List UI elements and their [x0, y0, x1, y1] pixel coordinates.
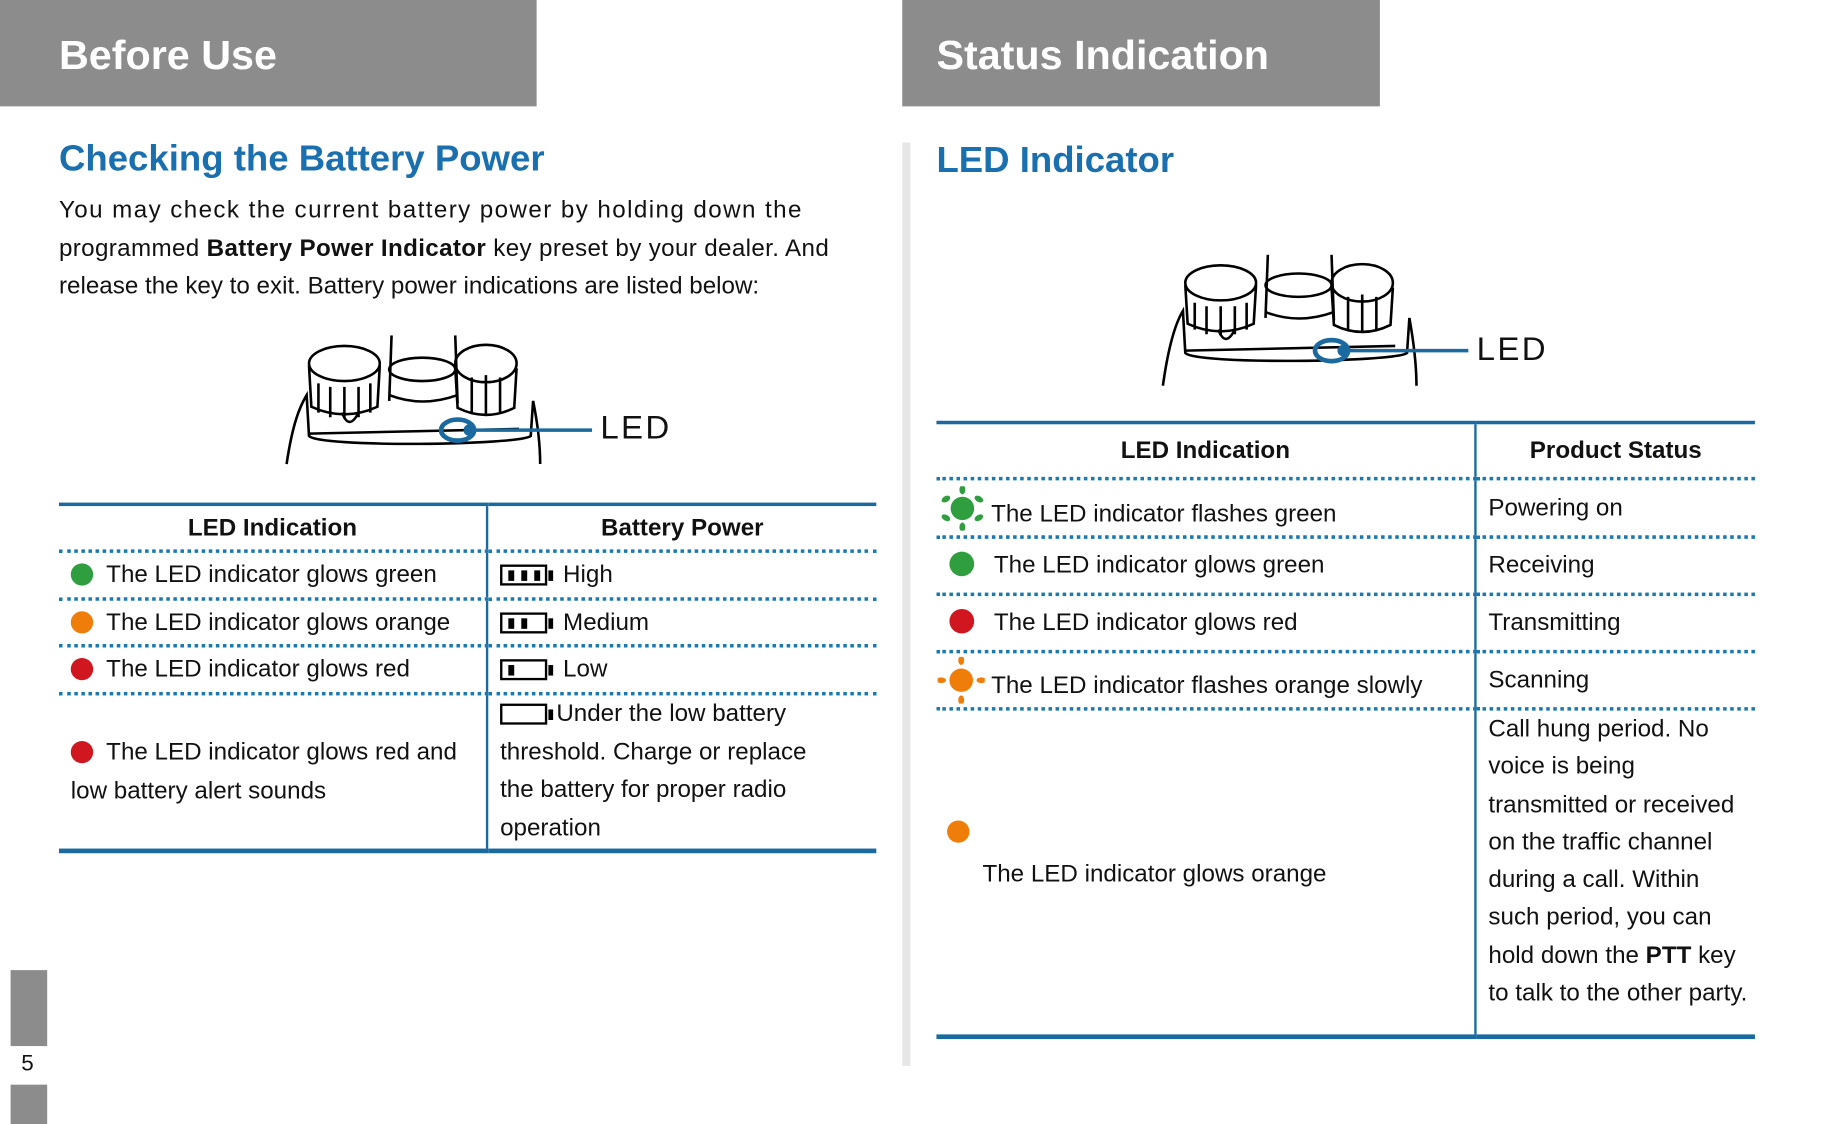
led-indication: The LED indicator glows green — [993, 551, 1325, 579]
battery-key-name: Battery Power Indicator — [206, 234, 487, 262]
para-text: programmed — [58, 234, 207, 262]
column-header: LED Indication — [58, 502, 488, 553]
table-row: The LED indicator glows orange Call hung… — [936, 708, 1755, 1039]
battery-low-icon — [500, 659, 554, 681]
para-text: key preset by your dealer. And — [486, 234, 830, 262]
red-dot-icon — [70, 741, 94, 764]
battery-power: Medium — [563, 608, 650, 636]
battery-empty-icon — [500, 703, 554, 725]
para-line: release the key to exit. Battery power i… — [58, 272, 760, 300]
radio-top-illustration — [285, 335, 593, 465]
para-line: You may check the current battery power … — [58, 196, 803, 224]
green-dot-icon — [70, 563, 94, 586]
table-row: The LED indicator flashes green Powering… — [936, 478, 1755, 539]
page-title-battery: Checking the Battery Power — [58, 137, 545, 179]
battery-medium-icon — [500, 611, 554, 633]
led-indication: The LED indicator flashes orange slowly — [991, 672, 1423, 699]
led-indication: The LED indicator flashes green — [991, 499, 1337, 527]
led-indication: The LED indicator glows red and low batt… — [70, 738, 457, 805]
page-divider — [902, 142, 911, 1066]
product-status: Transmitting — [1474, 594, 1755, 654]
section-header-before-use: Before Use — [0, 0, 537, 107]
column-header: Battery Power — [485, 502, 877, 553]
red-dot-icon — [949, 608, 975, 634]
led-status-table: LED Indication Product Status The LED in… — [936, 420, 1755, 1039]
status-text: key to talk to the other party. — [1488, 941, 1748, 1007]
para-line: programmed Battery Power Indicator key p… — [59, 230, 876, 268]
flashing-orange-led-icon — [936, 655, 986, 705]
led-callout-label: LED — [600, 409, 672, 446]
product-status: Scanning — [1474, 651, 1755, 711]
led-indication: The LED indicator glows orange — [982, 860, 1327, 888]
battery-power-table: LED Indication Battery Power The LED ind… — [58, 502, 877, 853]
intro-paragraph: You may check the current battery power … — [59, 192, 876, 306]
table-row: The LED indicator glows orange Medium — [58, 599, 877, 648]
table-row: The LED indicator glows green Receiving — [936, 537, 1755, 597]
battery-power: High — [563, 561, 613, 588]
product-status: Call hung period. No voice is being tran… — [1474, 708, 1755, 1039]
table-row: The LED indicator flashes orange slowly … — [936, 651, 1755, 711]
page-title-led: LED Indicator — [936, 139, 1175, 180]
table-row: The LED indicator glows green High — [58, 551, 877, 601]
green-dot-icon — [949, 551, 975, 577]
table-header-row: LED Indication Battery Power — [58, 502, 877, 553]
battery-high-icon — [500, 564, 554, 586]
column-header: LED Indication — [936, 420, 1476, 481]
table-header-row: LED Indication Product Status — [936, 420, 1755, 481]
page-number: 5 — [21, 1051, 34, 1077]
page-tab-marker — [10, 1084, 48, 1124]
table-row: The LED indicator glows red Transmitting — [936, 594, 1755, 654]
flashing-green-led-icon — [941, 484, 984, 532]
led-indication: The LED indicator glows red — [993, 608, 1298, 636]
battery-power: Low — [563, 655, 608, 683]
radio-top-illustration — [1161, 254, 1469, 386]
status-text: Call hung period. No voice is being tran… — [1488, 715, 1735, 969]
led-callout-label: LED — [1476, 330, 1548, 368]
battery-power: Under the low battery threshold. Charge … — [500, 700, 807, 842]
orange-dot-icon — [70, 610, 94, 633]
page-tab-marker — [10, 970, 48, 1047]
table-row: The LED indicator glows red Low — [58, 645, 877, 696]
product-status: Powering on — [1474, 478, 1755, 539]
orange-dot-icon — [947, 820, 970, 843]
product-status: Receiving — [1474, 537, 1755, 597]
table-row: The LED indicator glows red and low batt… — [58, 693, 877, 853]
led-indication: The LED indicator glows red — [106, 655, 410, 683]
ptt-key-name: PTT — [1645, 941, 1692, 969]
led-indication: The LED indicator glows orange — [106, 608, 451, 636]
led-indication: The LED indicator glows green — [106, 561, 437, 588]
section-header-status-indication: Status Indication — [902, 0, 1380, 107]
column-header: Product Status — [1474, 420, 1755, 481]
red-dot-icon — [70, 658, 94, 681]
